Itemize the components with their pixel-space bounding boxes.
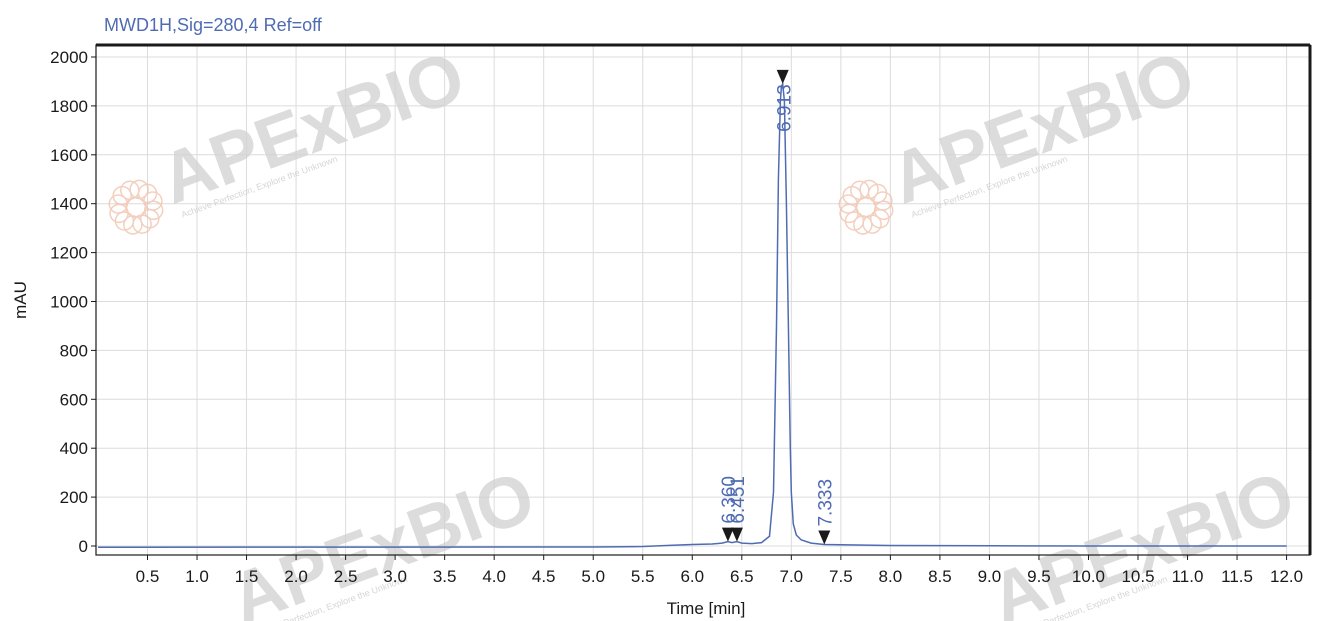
peak-marker-icon — [730, 527, 743, 542]
x-tick-label: 3.0 — [383, 567, 407, 586]
x-tick-label: 1.0 — [185, 567, 209, 586]
y-tick-label: 600 — [60, 390, 88, 409]
y-tick-label: 400 — [60, 439, 88, 458]
x-tick-label: 9.0 — [978, 567, 1002, 586]
x-tick-label: 6.0 — [680, 567, 704, 586]
x-tick-label: 5.0 — [581, 567, 605, 586]
x-tick-label: 0.5 — [136, 567, 160, 586]
y-axis: 0 200 400 600 800 1000 1200 1400 1600 1800 2000 — [50, 48, 96, 556]
y-tick-label: 800 — [60, 341, 88, 360]
x-tick-label: 7.0 — [780, 567, 804, 586]
x-tick-label: 6.5 — [730, 567, 754, 586]
watermark-brand-text: APExBIO — [150, 36, 474, 219]
watermark-seal-icon — [108, 179, 164, 235]
x-tick-label: 4.5 — [532, 567, 556, 586]
peak-label: 6.360 — [719, 476, 740, 524]
watermark-brand-text: APExBIO — [880, 36, 1204, 219]
peak-marker-icon — [776, 69, 789, 84]
x-tick-label: 2.5 — [334, 567, 358, 586]
chart-title: MWD1H,Sig=280,4 Ref=off — [104, 15, 323, 35]
peak-marker-icon — [721, 527, 734, 542]
x-tick-label: 5.5 — [631, 567, 655, 586]
peak-marker-icon — [818, 530, 831, 545]
x-tick-label: 1.5 — [235, 567, 259, 586]
chromatogram-trace — [97, 81, 1287, 548]
y-tick-label: 2000 — [50, 48, 88, 67]
x-tick-label: 3.5 — [433, 567, 457, 586]
y-tick-label: 1200 — [50, 244, 88, 263]
y-tick-label: 1400 — [50, 195, 88, 214]
x-axis: 0.5 1.0 1.5 2.0 2.5 3.0 3.5 4.0 4.5 5.0 5.5 6.0 6.5 7… — [136, 555, 1303, 586]
x-tick-label: 10.5 — [1121, 567, 1154, 586]
watermark-brand-text: APExBIO — [220, 456, 544, 621]
y-tick-label: 1000 — [50, 293, 88, 312]
x-tick-label: 9.5 — [1027, 567, 1051, 586]
x-tick-label: 8.5 — [928, 567, 952, 586]
x-tick-label: 4.0 — [482, 567, 506, 586]
peak-label: 7.333 — [815, 479, 836, 527]
x-tick-label: 2.0 — [284, 567, 308, 586]
watermark-seal-icon — [838, 179, 894, 235]
y-tick-label: 1600 — [50, 146, 88, 165]
y-axis-label: mAU — [11, 281, 30, 319]
peak-label: 6.913 — [775, 84, 796, 132]
y-tick-label: 200 — [60, 488, 88, 507]
x-tick-label: 11.5 — [1221, 567, 1253, 586]
x-tick-label: 10.0 — [1072, 567, 1105, 586]
x-tick-label: 8.0 — [879, 567, 903, 586]
y-tick-label: 0 — [79, 537, 88, 556]
x-tick-label: 11.0 — [1172, 567, 1204, 586]
peak-label: 6.451 — [728, 476, 749, 524]
x-tick-label: 7.5 — [829, 567, 853, 586]
watermark-brand-text: APExBIO — [980, 456, 1304, 621]
y-tick-label: 1800 — [50, 97, 88, 116]
x-tick-label: 12.0 — [1270, 567, 1303, 586]
x-axis-label: Time [min] — [667, 599, 746, 618]
